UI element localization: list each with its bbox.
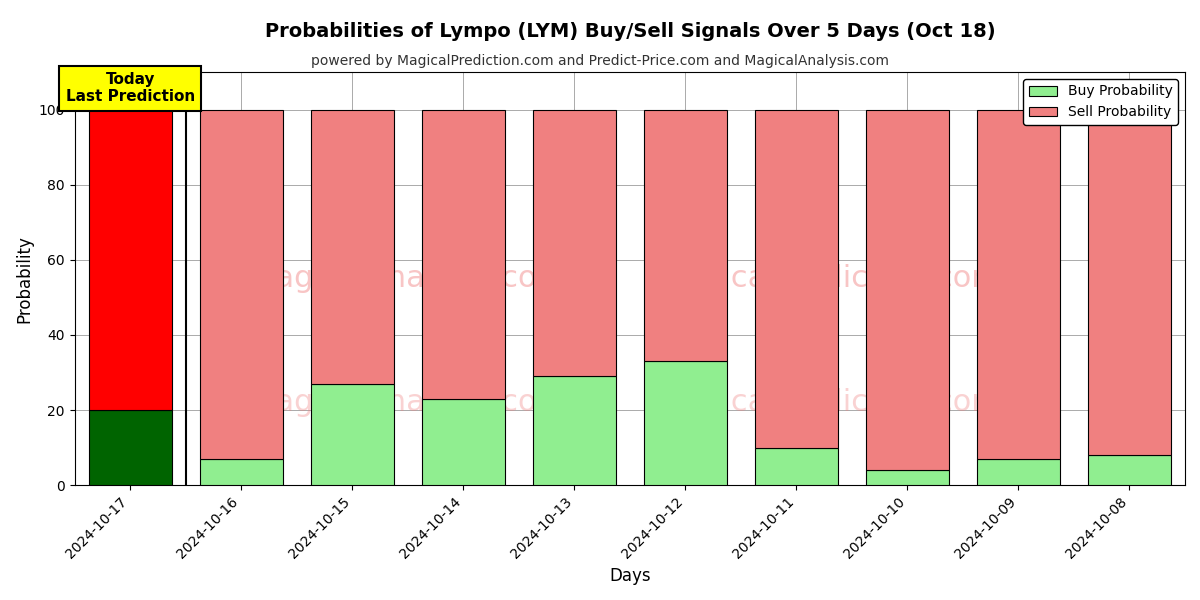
Bar	[643, 110, 727, 361]
Bar	[89, 410, 172, 485]
Bar	[1088, 455, 1171, 485]
Bar	[865, 110, 949, 470]
Bar	[865, 470, 949, 485]
Text: powered by MagicalPrediction.com and Predict-Price.com and MagicalAnalysis.com: powered by MagicalPrediction.com and Pre…	[311, 54, 889, 68]
Text: MagicalAnalysis.com: MagicalAnalysis.com	[250, 388, 566, 417]
Title: Probabilities of Lympo (LYM) Buy/Sell Signals Over 5 Days (Oct 18): Probabilities of Lympo (LYM) Buy/Sell Si…	[264, 22, 995, 41]
Bar	[199, 459, 283, 485]
Bar	[421, 399, 505, 485]
Bar	[311, 384, 394, 485]
Text: MagicalPrediction.com: MagicalPrediction.com	[659, 264, 1001, 293]
Bar	[311, 110, 394, 384]
Bar	[643, 361, 727, 485]
Bar	[533, 110, 616, 376]
Bar	[89, 110, 172, 410]
Bar	[977, 459, 1060, 485]
Y-axis label: Probability: Probability	[16, 235, 34, 323]
Bar	[199, 110, 283, 459]
Text: Today
Last Prediction: Today Last Prediction	[66, 72, 194, 104]
Text: MagicalPrediction.com: MagicalPrediction.com	[659, 388, 1001, 417]
Text: MagicalAnalysis.com: MagicalAnalysis.com	[250, 264, 566, 293]
X-axis label: Days: Days	[610, 567, 650, 585]
Bar	[1088, 110, 1171, 455]
Bar	[533, 376, 616, 485]
Bar	[755, 448, 838, 485]
Bar	[755, 110, 838, 448]
Legend: Buy Probability, Sell Probability: Buy Probability, Sell Probability	[1024, 79, 1178, 125]
Bar	[977, 110, 1060, 459]
Bar	[421, 110, 505, 399]
